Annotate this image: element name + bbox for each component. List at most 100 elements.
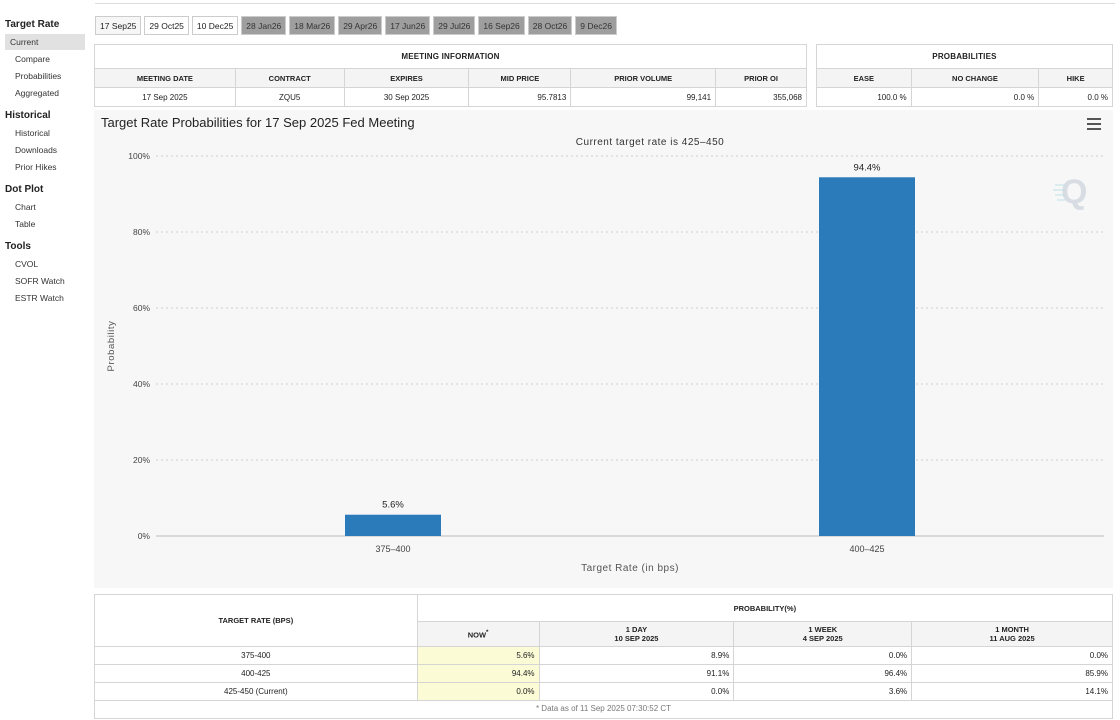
table-row: 425-450 (Current) 0.0% 0.0% 3.6% 14.1%: [94, 682, 1113, 701]
meeting-date-value: 17 Sep 2025: [94, 87, 236, 107]
meeting-tabs: 17 Sep25 29 Oct25 10 Dec25 28 Jan26 18 M…: [95, 16, 617, 35]
sidebar-item-table[interactable]: Table: [15, 219, 36, 229]
chart-title: Target Rate Probabilities for 17 Sep 202…: [101, 115, 415, 130]
sidebar-title-target-rate: Target Rate: [5, 19, 60, 30]
sidebar-item-chart[interactable]: Chart: [15, 202, 36, 212]
sidebar-title-historical: Historical: [5, 110, 51, 121]
one-month-header: 1 MONTH 11 AUG 2025: [911, 621, 1113, 647]
tab-meeting[interactable]: 10 Dec25: [191, 16, 239, 35]
now-header-footnote-mark: *: [486, 628, 489, 636]
hamburger-menu-icon[interactable]: [1087, 118, 1101, 130]
col-header: PRIOR OI: [715, 68, 807, 88]
one-day-date: 10 SEP 2025: [614, 634, 659, 643]
sidebar-item-prior-hikes[interactable]: Prior Hikes: [15, 162, 57, 172]
probability-bar-chart: 0% 20% 40% 60% 80% 100% 5.6% 375–400 94.4% 400–42…: [106, 137, 1104, 574]
col-header: CONTRACT: [234, 68, 345, 88]
probability-history-table: TARGET RATE (BPS) PROBABILITY(%) NOW* 1 …: [94, 594, 1114, 701]
now-header-label: NOW: [467, 630, 487, 640]
one-week-cell: 0.0%: [733, 646, 913, 665]
col-header: EXPIRES: [343, 68, 470, 88]
meeting-info-header: MEETING INFORMATION: [94, 44, 807, 69]
chart-panel: 0% 20% 40% 60% 80% 100% 5.6% 375–400 94.4% 400–42…: [94, 110, 1113, 588]
y-axis-title: Probability: [106, 321, 117, 372]
rate-cell: 375-400: [94, 646, 418, 665]
col-header: HIKE: [1038, 68, 1113, 88]
tab-meeting[interactable]: 17 Sep25: [95, 16, 142, 35]
col-header: PRIOR VOLUME: [570, 68, 717, 88]
sidebar-group-tools: Tools CVOL SOFR Watch ESTR Watch: [0, 238, 90, 306]
one-day-header: 1 DAY 10 SEP 2025: [538, 621, 735, 647]
one-day-label: 1 DAY: [625, 625, 648, 634]
sidebar-item-cvol[interactable]: CVOL: [15, 259, 39, 269]
x-axis-title: Target Rate (in bps): [581, 563, 679, 574]
sidebar-group-target-rate: Target Rate Current Compare Probabilitie…: [0, 16, 90, 101]
rate-cell: 400-425: [94, 664, 418, 683]
tab-meeting[interactable]: 9 Dec26: [575, 16, 617, 35]
one-day-cell: 0.0%: [538, 682, 735, 701]
expires-value: 30 Sep 2025: [343, 87, 470, 107]
sidebar-item-compare[interactable]: Compare: [15, 54, 50, 64]
bar-data-label: 5.6%: [382, 500, 404, 511]
one-month-cell: 14.1%: [911, 682, 1113, 701]
tab-meeting[interactable]: 29 Apr26: [338, 16, 383, 35]
y-tick-label: 20%: [133, 455, 150, 465]
y-tick-label: 80%: [133, 227, 150, 237]
y-tick-label: 60%: [133, 303, 150, 313]
mid-price-value: 95.7813: [468, 87, 572, 107]
one-month-cell: 0.0%: [911, 646, 1113, 665]
one-month-cell: 85.9%: [911, 664, 1113, 683]
target-rate-header: TARGET RATE (BPS): [94, 594, 418, 647]
tab-meeting[interactable]: 16 Sep26: [478, 16, 525, 35]
sidebar-title-tools: Tools: [5, 241, 31, 252]
tab-meeting[interactable]: 28 Oct26: [527, 16, 573, 35]
y-tick-label: 40%: [133, 379, 150, 389]
sidebar-title-dot-plot: Dot Plot: [5, 184, 44, 195]
sidebar-group-historical: Historical Historical Downloads Prior Hi…: [0, 107, 90, 175]
bar-data-label: 94.4%: [854, 162, 881, 173]
sidebar-group-dot-plot: Dot Plot Chart Table: [0, 181, 90, 232]
sidebar-item-downloads[interactable]: Downloads: [15, 145, 58, 155]
data-timestamp-footnote: * Data as of 11 Sep 2025 07:30:52 CT: [94, 700, 1113, 719]
one-day-cell: 8.9%: [538, 646, 735, 665]
top-divider: [95, 3, 1115, 4]
now-cell: 5.6%: [416, 646, 540, 665]
tab-meeting[interactable]: 28 Jan26: [241, 16, 287, 35]
x-tick-label: 400–425: [849, 544, 884, 554]
col-header: MID PRICE: [468, 68, 572, 88]
one-week-cell: 3.6%: [733, 682, 913, 701]
rate-cell: 425-450 (Current): [94, 682, 418, 701]
one-week-header: 1 WEEK 4 SEP 2025: [733, 621, 913, 647]
table-row: 375-400 5.6% 8.9% 0.0% 0.0%: [94, 646, 1113, 665]
tab-meeting[interactable]: 17 Jun26: [385, 16, 431, 35]
now-cell: 94.4%: [416, 664, 540, 683]
contract-value: ZQU5: [234, 87, 345, 107]
sidebar-item-estr-watch[interactable]: ESTR Watch: [15, 293, 64, 303]
probabilities-table: PROBABILITIES EASE NO CHANGE HIKE 100.0 …: [816, 44, 1113, 107]
tab-meeting[interactable]: 29 Oct25: [144, 16, 189, 35]
sidebar-item-sofr-watch[interactable]: SOFR Watch: [15, 276, 65, 286]
col-header: NO CHANGE: [910, 68, 1040, 88]
col-header: MEETING DATE: [94, 68, 236, 88]
tab-meeting[interactable]: 29 Jul26: [433, 16, 476, 35]
probability-group-header: PROBABILITY(%): [416, 594, 1114, 622]
y-tick-label: 100%: [128, 151, 150, 161]
meeting-info-table: MEETING INFORMATION MEETING DATE CONTRAC…: [94, 44, 807, 107]
tab-meeting[interactable]: 18 Mar26: [289, 16, 336, 35]
one-month-date: 11 AUG 2025: [989, 634, 1035, 643]
sidebar-item-probabilities[interactable]: Probabilities: [15, 71, 62, 81]
one-week-label: 1 WEEK: [808, 625, 838, 634]
sidebar-item-aggregated[interactable]: Aggregated: [15, 88, 59, 98]
one-week-cell: 96.4%: [733, 664, 913, 683]
now-cell: 0.0%: [416, 682, 540, 701]
no-change-value: 0.0 %: [910, 87, 1040, 107]
sidebar-item-historical[interactable]: Historical: [15, 128, 50, 138]
ease-value: 100.0 %: [816, 87, 912, 107]
x-tick-label: 375–400: [375, 544, 410, 554]
y-tick-label: 0%: [138, 531, 151, 541]
sidebar: Target Rate Current Compare Probabilitie…: [0, 0, 90, 720]
bar-375-400: [345, 514, 441, 536]
one-month-label: 1 MONTH: [995, 625, 1029, 634]
now-header: NOW*: [416, 621, 540, 647]
probabilities-header: PROBABILITIES: [816, 44, 1113, 69]
sidebar-item-current[interactable]: Current: [5, 34, 85, 50]
